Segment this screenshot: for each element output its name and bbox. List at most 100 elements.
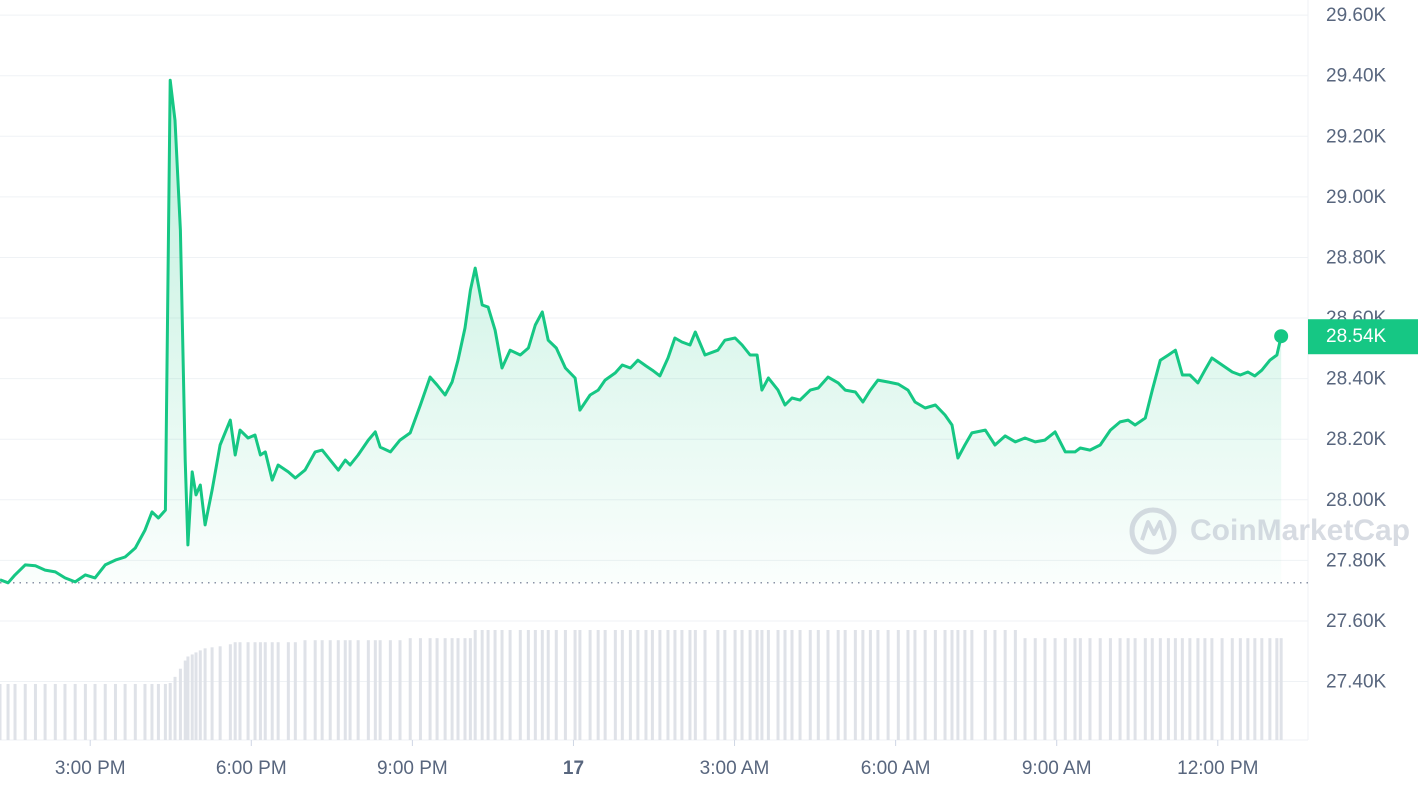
volume-bar (435, 638, 439, 740)
volume-bar (373, 640, 377, 740)
volume-bar (428, 638, 432, 740)
x-tick-label: 3:00 PM (55, 758, 126, 779)
volume-bar (1143, 638, 1147, 740)
volume-bar (526, 630, 530, 740)
volume-bar (198, 650, 202, 740)
volume-bar (716, 630, 720, 740)
volume-bar (748, 630, 752, 740)
volume-bar (760, 630, 764, 740)
volume-bar (168, 682, 172, 740)
y-tick-label: 28.40K (1326, 369, 1387, 390)
volume-bar (83, 683, 87, 740)
volume-bar (886, 630, 890, 740)
volume-bar (876, 630, 880, 740)
volume-bar (620, 630, 624, 740)
volume-bar (303, 640, 307, 740)
volume-bar (868, 630, 872, 740)
volume-bar (563, 630, 567, 740)
volume-bar (688, 630, 692, 740)
volume-bar (853, 630, 857, 740)
current-price-label: 28.54K (1326, 326, 1387, 347)
watermark-logo (1129, 507, 1177, 555)
y-tick-label: 29.60K (1326, 5, 1387, 26)
volume-bar (703, 630, 707, 740)
x-tick-label: 3:00 AM (700, 758, 770, 779)
y-tick-label: 28.20K (1326, 429, 1387, 450)
volume-bar (133, 683, 137, 740)
last-point (1274, 329, 1289, 344)
volume-bar (388, 640, 392, 740)
volume-bar (644, 630, 648, 740)
x-tick-label: 12:00 PM (1177, 758, 1258, 779)
volume-bar (163, 683, 167, 740)
volume-bar (554, 630, 558, 740)
volume-bar (493, 630, 497, 740)
volume-bar (1118, 638, 1122, 740)
volume-bar (1275, 638, 1279, 740)
volume-bar (573, 630, 577, 740)
volume-bar (63, 683, 67, 740)
volume-bar (650, 630, 654, 740)
volume-bar (238, 642, 242, 740)
watermark-text: CoinMarketCap (1190, 514, 1410, 547)
volume-bar (33, 683, 37, 740)
volume-bar (253, 642, 257, 740)
volume-bar (443, 638, 447, 740)
volume-bar (1043, 638, 1047, 740)
volume-bar (1108, 638, 1112, 740)
volume-bar (913, 630, 917, 740)
volume-bar (1253, 638, 1257, 740)
volume-bar (533, 630, 537, 740)
volume-bar (546, 630, 550, 740)
volume-bar (1260, 638, 1264, 740)
x-tick-label: 9:00 AM (1022, 758, 1092, 779)
volume-bar (673, 630, 677, 740)
volume-bar (658, 630, 662, 740)
volume-bar (53, 683, 57, 740)
volume-bar (836, 630, 840, 740)
volume-bar (816, 630, 820, 740)
volume-bar (1246, 638, 1250, 740)
volume-bar (156, 683, 160, 740)
volume-bar (613, 630, 617, 740)
volume-bar (463, 638, 467, 740)
volume-bar (603, 630, 607, 740)
volume-bar (356, 640, 360, 740)
volume-bar (1158, 638, 1162, 740)
volume-bar (143, 683, 147, 740)
y-tick-label: 29.00K (1326, 187, 1387, 208)
volume-bar (740, 630, 744, 740)
volume-bar (194, 652, 198, 740)
volume-bar (578, 630, 582, 740)
y-tick-label: 29.20K (1326, 126, 1387, 147)
volume-bar (210, 647, 214, 740)
volume-bar (1238, 638, 1242, 740)
volume-bar (1003, 630, 1007, 740)
volume-bar (190, 654, 194, 740)
volume-bar (963, 630, 967, 740)
volume-bar (776, 630, 780, 740)
y-tick-label: 27.60K (1326, 611, 1387, 632)
volume-bar (1210, 638, 1214, 740)
volume-bar (783, 630, 787, 740)
volume-bar (366, 640, 370, 740)
volume-bar (93, 683, 97, 740)
y-tick-label: 28.00K (1326, 490, 1387, 511)
y-tick-label: 29.40K (1326, 66, 1387, 87)
y-tick-label: 27.40K (1326, 672, 1387, 693)
volume-bar (680, 630, 684, 740)
volume-bar (1133, 638, 1137, 740)
volume-bar (218, 646, 222, 740)
volume-bar (183, 660, 187, 740)
volume-bar (540, 630, 544, 740)
volume-bar (1220, 638, 1224, 740)
volume-bar (693, 630, 697, 740)
volume-bar (178, 668, 182, 740)
volume-bar (1203, 638, 1207, 740)
volume-bar (343, 640, 347, 740)
price-line (0, 78, 1283, 585)
y-tick-label: 27.80K (1326, 550, 1387, 571)
volume-bar (150, 683, 154, 740)
volume-bar (518, 630, 522, 740)
